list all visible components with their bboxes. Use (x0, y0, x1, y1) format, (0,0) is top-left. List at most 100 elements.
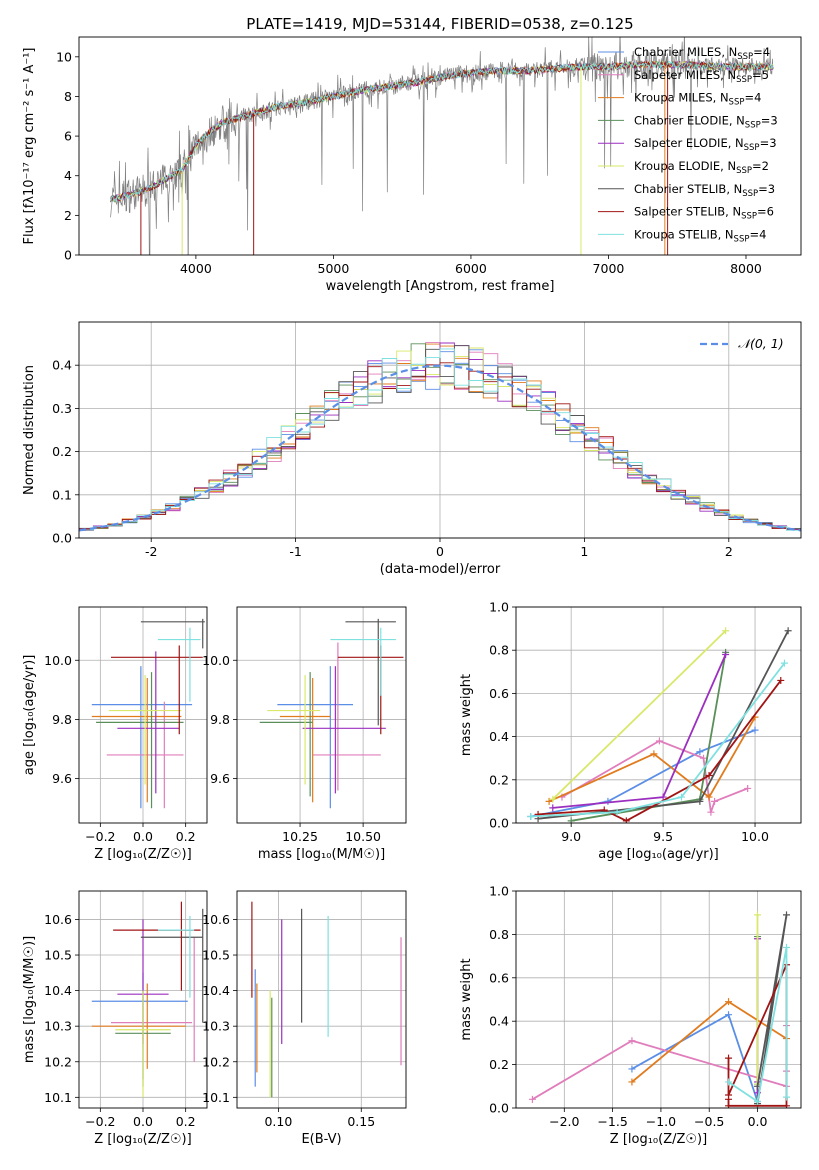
errorbar-chabrier_stelib (140, 908, 204, 1023)
errorbar-salpeter_stelib (113, 901, 201, 991)
y-tick-label: 10.4 (202, 983, 230, 998)
y-tick-label: 0.8 (489, 643, 509, 658)
legend-label-chabrier_elodie: Chabrier ELODIE, NSSP=3 (634, 113, 778, 130)
weight-marker-chabrier_miles (628, 1065, 636, 1073)
y-tick-label: 0.1 (52, 487, 72, 502)
y-tick-label: 0.2 (489, 772, 509, 787)
legend-label-salpeter_elodie: Salpeter ELODIE, NSSP=3 (634, 136, 777, 153)
weight-marker-kroupa_stelib (780, 659, 788, 667)
errorbar-salpeter_elodie (302, 666, 386, 794)
x-tick-label: 2 (725, 544, 733, 559)
weight_vs_age-frame (515, 606, 802, 824)
weight-marker-chabrier_stelib (784, 627, 792, 635)
weight_vs_age-plot (527, 627, 792, 823)
x-tick-label: 9.5 (653, 829, 673, 844)
weight-marker-kroupa_miles (725, 998, 733, 1006)
errorbar-salpeter_stelib (337, 645, 404, 735)
y-tick-label: 10.6 (44, 912, 72, 927)
weight-marker-salpeter_stelib (622, 817, 630, 823)
y-tick-label: 10.2 (44, 1054, 72, 1069)
weight-marker-salpeter_miles (655, 737, 663, 745)
x-tick-label: −1.5 (597, 1114, 627, 1129)
errorbar-kroupa_elodie (267, 675, 321, 785)
figure-title: PLATE=1419, MJD=53144, FIBERID=0538, z=0… (246, 15, 633, 33)
mass_vs_EBV-frame (236, 890, 407, 1109)
hist-step-kroupa_stelib (79, 348, 801, 531)
weight_vs_age-xlabel: age [log₁₀(age/yr)] (598, 847, 719, 862)
y-tick-label: 9.8 (210, 712, 230, 727)
x-tick-label: 1 (580, 544, 588, 559)
weight-marker-salpeter_stelib (725, 1054, 733, 1062)
errorbar-kroupa_stelib (157, 915, 195, 998)
y-tick-label: 9.8 (52, 712, 72, 727)
weight-marker-salpeter_elodie (549, 804, 557, 812)
y-tick-label: 1.0 (489, 600, 509, 615)
y-tick-label: 10.0 (202, 653, 230, 668)
weight-line-kroupa_stelib (530, 662, 786, 818)
weight-line-chabrier_miles (530, 729, 756, 818)
weight-marker-salpeter_miles (528, 1095, 536, 1103)
weight-marker-salpeter_elodie (659, 793, 667, 801)
legend-label-chabrier_miles: Chabrier MILES, NSSP=4 (634, 45, 770, 62)
weight_vs_age-axes: 9.0 9.5 10.0 0.0 0.2 0.4 0.6 0.8 1.0 age [log₁₀(a… (459, 600, 802, 862)
errorbar-chabrier_miles (91, 666, 193, 809)
y-tick-label: 8 (64, 89, 72, 104)
y-tick-label: 6 (64, 129, 72, 144)
x-tick-label: 5000 (318, 261, 350, 276)
x-tick-label: 10.0 (741, 829, 769, 844)
weight-marker-salpeter_stelib (777, 676, 785, 684)
weight-marker-salpeter_miles (700, 754, 708, 762)
x-tick-label: 9.0 (561, 829, 581, 844)
residuals-xlabel: (data-model)/error (380, 562, 501, 577)
mass_vs_EBV-plot (251, 901, 402, 1098)
weight-marker-salpeter_miles (628, 1037, 636, 1045)
errorbar-kroupa_miles (91, 678, 182, 803)
y-tick-label: 0.0 (52, 531, 72, 546)
y-tick-label: 0.6 (489, 970, 509, 985)
x-tick-label: 0.0 (748, 1114, 768, 1129)
y-tick-label: 10.3 (44, 1019, 72, 1034)
x-tick-label: 4000 (180, 261, 212, 276)
weight_vs_Z-axes: −2.0 −1.5 −1.0 −0.5 0.0 0.0 0.2 0.4 0.6 0.8 1.0 Z [… (459, 884, 802, 1147)
x-tick-label: −2.0 (549, 1114, 579, 1129)
weight-marker-kroupa_stelib (677, 793, 685, 801)
legend-label-kroupa_elodie: Kroupa ELODIE, NSSP=2 (634, 159, 769, 176)
weight-marker-salpeter_miles (744, 784, 752, 792)
residuals-ylabel: Normed distribution (22, 365, 37, 495)
age_vs_mass-xlabel: mass [log₁₀(M/M☉)] (258, 847, 385, 862)
x-tick-label: −0.5 (694, 1114, 724, 1129)
errorbar-chabrier_stelib (140, 618, 205, 649)
spectrum-plot (110, 37, 774, 255)
age_vs_mass-ticks: 10.25 10.50 9.6 9.8 10.0 (202, 653, 381, 844)
weight-marker-kroupa_miles (705, 793, 713, 801)
hist-step-kroupa_elodie (79, 347, 801, 531)
legend-label-kroupa_miles: Kroupa MILES, NSSP=4 (634, 91, 761, 108)
errorbar-salpeter_elodie (117, 651, 180, 794)
weight-line-salpeter_miles (531, 1025, 788, 1101)
weight-marker-kroupa_miles (650, 750, 658, 758)
mass_vs_Z-ylabel: mass [log₁₀(M/M☉)] (22, 936, 37, 1063)
spectrum-ticks: 4000 5000 6000 7000 8000 0 2 4 6 8 10 (56, 49, 762, 276)
age_vs_mass-plot (259, 618, 404, 809)
weight-line-salpeter_stelib (538, 679, 782, 822)
errorbar-salpeter_miles (312, 642, 381, 791)
weight-marker-chabrier_stelib (696, 797, 704, 805)
x-tick-label: 0.0 (133, 829, 153, 844)
spectrum-frame (78, 36, 802, 256)
y-tick-label: 10.1 (44, 1090, 72, 1105)
x-tick-label: −0.2 (85, 829, 115, 844)
spectrum-model-kroupa_stelib (110, 60, 774, 203)
mass_vs_Z-ticks: −0.2 0.0 0.2 10.1 10.2 10.3 10.4 10.5 10.6 (44, 912, 195, 1129)
weight-marker-kroupa_miles (545, 797, 553, 805)
x-tick-label: 8000 (730, 261, 762, 276)
y-tick-label: 10.0 (44, 653, 72, 668)
errorbar-kroupa_elodie (115, 990, 171, 1098)
residuals-frame (78, 321, 802, 539)
weight_vs_Z-ylabel: mass weight (459, 958, 474, 1040)
y-tick-label: 0.4 (489, 1014, 509, 1029)
weight_vs_age-grid (516, 606, 801, 824)
weight-marker-kroupa_stelib (783, 943, 791, 951)
weight-marker-kroupa_elodie (722, 627, 730, 635)
y-tick-label: 0.0 (489, 1101, 509, 1116)
legend-label-kroupa_stelib: Kroupa STELIB, NSSP=4 (634, 227, 766, 244)
